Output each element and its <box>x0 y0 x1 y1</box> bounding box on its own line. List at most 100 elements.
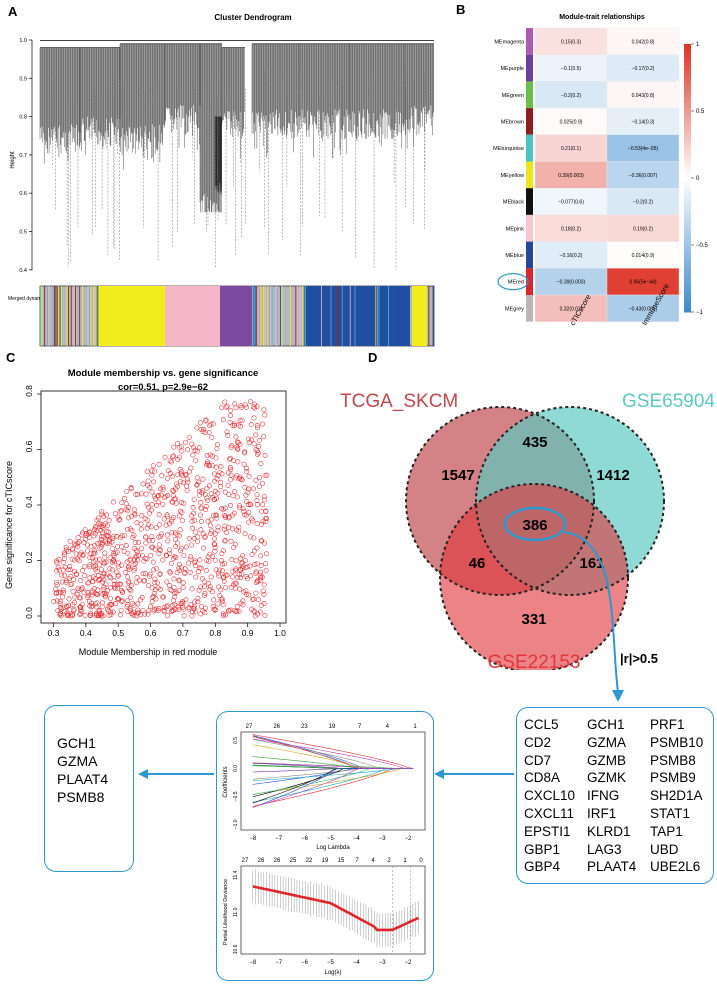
scatter-point <box>147 573 153 579</box>
scatter-point <box>227 477 233 483</box>
module-color-stripe <box>432 286 434 346</box>
scatter-point <box>69 556 75 562</box>
heatmap-cell-value: 0.21(0.1) <box>561 146 581 152</box>
scatter-point <box>260 502 266 508</box>
lasso-top-xtick-label: −2 <box>405 836 413 842</box>
scatter-point <box>226 515 232 521</box>
scatter-point <box>215 473 221 479</box>
scatter-point <box>186 469 192 475</box>
lasso-to-final-arrow <box>138 769 214 779</box>
scatter-point <box>53 589 59 595</box>
scatter-point <box>81 590 87 595</box>
scatter-point <box>244 499 250 504</box>
gene-name: IRF1 <box>587 805 617 821</box>
scatter-point <box>202 491 208 497</box>
scatter-point <box>156 551 162 557</box>
scatter-point <box>254 545 260 551</box>
scatter-point <box>262 412 268 418</box>
heatmap-row-label: MEgrey <box>505 306 524 312</box>
scatter-point <box>247 563 253 569</box>
scatter-point <box>114 533 120 539</box>
scatter-point <box>198 584 204 590</box>
scatter-point <box>255 597 261 603</box>
scatter-point <box>231 458 237 464</box>
scatter-point <box>122 532 128 538</box>
panel-label-a: A <box>8 4 18 19</box>
scatter-point <box>84 542 90 548</box>
scatter-point <box>58 613 64 619</box>
scatter-point <box>253 580 259 586</box>
scatter-point <box>169 516 175 522</box>
scatter-point <box>258 461 264 466</box>
scatter-point <box>153 606 159 612</box>
scatter-point <box>126 578 131 584</box>
venn-count-all: 386 <box>522 517 547 534</box>
gene-name: GZMA <box>587 734 626 750</box>
scatter-point <box>207 423 213 429</box>
legend-color-step <box>684 178 691 183</box>
scatter-point <box>94 604 100 610</box>
scatter-point <box>234 473 239 479</box>
heatmap-cell <box>534 268 608 296</box>
scatter-point <box>180 480 186 486</box>
scatter-point <box>215 528 221 534</box>
scatter-point <box>100 591 106 597</box>
legend-color-step <box>684 128 691 134</box>
scatter-point <box>233 558 239 564</box>
scatter-point <box>142 556 148 561</box>
heatmap-cell <box>534 134 608 162</box>
scatter-point <box>149 585 155 591</box>
scatter-point <box>172 591 178 596</box>
scatter-point <box>57 601 63 607</box>
scatter-point <box>167 547 172 553</box>
module-color-stripe <box>295 286 297 346</box>
scatter-point <box>194 475 200 481</box>
scatter-point <box>132 507 138 513</box>
scatter-point <box>75 535 81 541</box>
lasso-bot-xtick-label: −6 <box>301 960 309 966</box>
lasso-box: 27 26 23 19 7 4 1 0.5 0.0 −0.5 −1.0 Coefficients −8−… <box>216 711 434 981</box>
scatter-point <box>130 535 136 540</box>
scatter-point <box>144 469 150 475</box>
scatter-point <box>127 607 133 613</box>
module-color-stripe <box>54 286 55 346</box>
lasso-top-count: 26 <box>273 724 280 730</box>
cv-mean-curve <box>252 885 419 932</box>
scatter-point <box>77 611 83 617</box>
scatter-point <box>251 486 256 492</box>
scatter-point <box>172 537 178 543</box>
lasso-top-count: 23 <box>301 724 308 730</box>
scatter-point <box>163 493 169 499</box>
scatter-point <box>178 478 184 484</box>
scatter-point <box>54 582 60 588</box>
scatter-point <box>223 530 229 535</box>
gene-name: GBP4 <box>524 859 561 875</box>
module-color-stripe <box>87 286 89 346</box>
scatter-point <box>125 585 131 591</box>
scatter-point <box>72 600 77 606</box>
gene-name: GZMB <box>587 752 626 768</box>
scatter-point <box>201 584 207 590</box>
dendrogram-ytick-label: 0.5 <box>19 230 27 236</box>
lasso-cv-plot: 27 26 26 25 22 19 15 7 4 2 1 0 11.4 11.0 10.6 Partial L… <box>223 858 426 976</box>
legend-color-step <box>684 222 691 228</box>
scatter-point <box>239 417 245 423</box>
scatter-point <box>259 538 265 544</box>
scatter-point <box>191 536 197 542</box>
module-color-stripe <box>256 286 258 346</box>
scatter-point <box>57 598 63 604</box>
scatter-point <box>152 468 158 474</box>
scatter-point <box>195 569 201 575</box>
scatter-point <box>201 545 207 551</box>
scatter-point <box>261 497 267 503</box>
scatter-point <box>257 474 263 480</box>
scatter-point <box>155 585 161 591</box>
scatter-point <box>241 461 247 467</box>
scatter-point <box>235 446 241 452</box>
scatter-point <box>154 566 160 572</box>
scatter-point <box>147 485 153 491</box>
gene-name: SH2D1A <box>650 788 703 804</box>
module-color-stripe <box>268 286 270 346</box>
dendrogram-ylabel: Height <box>10 151 16 169</box>
scatter-point <box>78 578 84 583</box>
